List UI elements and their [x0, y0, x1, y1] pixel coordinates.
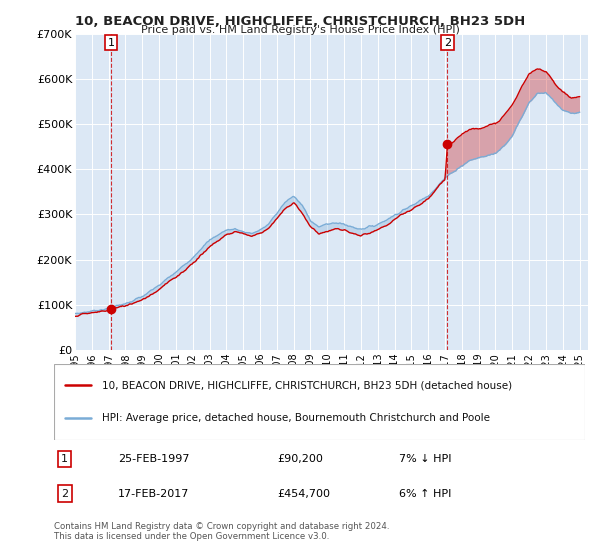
Text: 6% ↑ HPI: 6% ↑ HPI — [399, 489, 452, 499]
Text: 2: 2 — [61, 489, 68, 499]
Text: 7% ↓ HPI: 7% ↓ HPI — [399, 454, 452, 464]
Text: Price paid vs. HM Land Registry's House Price Index (HPI): Price paid vs. HM Land Registry's House … — [140, 25, 460, 35]
Text: £454,700: £454,700 — [277, 489, 330, 499]
Text: 2: 2 — [444, 38, 451, 48]
Text: 17-FEB-2017: 17-FEB-2017 — [118, 489, 189, 499]
Text: Contains HM Land Registry data © Crown copyright and database right 2024.
This d: Contains HM Land Registry data © Crown c… — [54, 522, 389, 542]
Text: 1: 1 — [107, 38, 115, 48]
Text: HPI: Average price, detached house, Bournemouth Christchurch and Poole: HPI: Average price, detached house, Bour… — [102, 413, 490, 423]
Text: £90,200: £90,200 — [277, 454, 323, 464]
Text: 1: 1 — [61, 454, 68, 464]
Text: 25-FEB-1997: 25-FEB-1997 — [118, 454, 189, 464]
Text: 10, BEACON DRIVE, HIGHCLIFFE, CHRISTCHURCH, BH23 5DH: 10, BEACON DRIVE, HIGHCLIFFE, CHRISTCHUR… — [75, 15, 525, 27]
Text: 10, BEACON DRIVE, HIGHCLIFFE, CHRISTCHURCH, BH23 5DH (detached house): 10, BEACON DRIVE, HIGHCLIFFE, CHRISTCHUR… — [102, 380, 512, 390]
